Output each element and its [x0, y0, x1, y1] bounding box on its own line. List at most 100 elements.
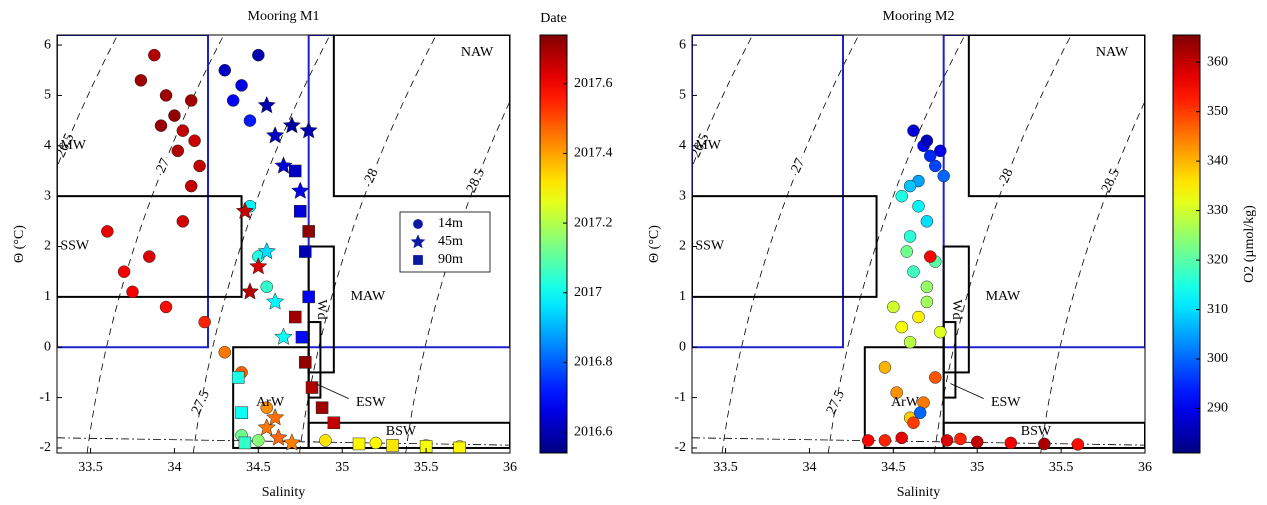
water-mass-box — [692, 195, 878, 298]
colorbar-tick-label: 2017.6 — [574, 76, 613, 91]
colorbar-tick-label: 350 — [1207, 104, 1228, 119]
point — [240, 282, 260, 300]
y-tick-label: 4 — [679, 138, 686, 153]
colorbar — [1172, 34, 1201, 454]
water-mass-label: Wd — [949, 299, 964, 319]
colorbar-tick-label: 330 — [1207, 203, 1228, 218]
x-tick-label: 34.5 — [881, 460, 906, 475]
point — [184, 179, 198, 193]
point — [126, 285, 139, 299]
point — [903, 179, 917, 193]
water-mass-label: SSW — [695, 239, 725, 254]
y-tick-label: 5 — [679, 88, 686, 103]
isopycnal — [934, 35, 1072, 453]
point — [260, 401, 273, 414]
x-tick-label: 36 — [503, 460, 517, 475]
x-tick-label: 35.5 — [414, 460, 439, 475]
colorbar-tick-label: 2016.6 — [574, 424, 613, 439]
point — [900, 245, 914, 258]
x-tick-label: 33.5 — [713, 460, 738, 475]
point — [302, 225, 315, 238]
water-mass-label: MAW — [986, 289, 1021, 304]
y-tick-label: 4 — [44, 138, 51, 153]
point — [923, 250, 937, 263]
isopycnal — [405, 100, 510, 453]
point — [291, 181, 310, 199]
isopycnal — [721, 35, 860, 453]
point — [912, 199, 925, 213]
point — [143, 250, 156, 263]
point — [193, 159, 206, 173]
point — [243, 114, 257, 127]
colorbar-tick-label: 300 — [1207, 351, 1228, 366]
point — [184, 94, 198, 107]
point — [386, 439, 399, 452]
isopycnal — [57, 35, 118, 169]
x-tick-label: 35 — [335, 460, 349, 475]
isopycnal-label-bg — [994, 168, 1021, 185]
chart-title: Mooring M2 — [883, 9, 955, 24]
y-tick-label: 5 — [44, 88, 51, 103]
point — [453, 441, 466, 453]
point — [327, 416, 341, 430]
point — [923, 149, 937, 163]
point — [265, 292, 285, 310]
point — [903, 335, 917, 349]
colorbar-tick-label: 2017.4 — [574, 146, 613, 161]
y-tick-label: 1 — [679, 289, 686, 304]
point — [218, 64, 232, 77]
colorbar-tick-label: 340 — [1207, 153, 1228, 168]
freezing-line — [692, 437, 1145, 446]
point — [907, 416, 920, 430]
isopycnal-label: 28 — [997, 166, 1017, 185]
isopycnal-label-bg — [359, 168, 386, 185]
point — [188, 134, 201, 148]
point — [299, 245, 312, 258]
legend-label: 14m — [438, 216, 463, 231]
y-tick-label: 2 — [44, 239, 51, 254]
y-tick-label: -1 — [39, 390, 51, 405]
water-mass-box — [57, 35, 209, 349]
point — [148, 48, 161, 62]
isopycnal — [827, 35, 966, 453]
isopycnal — [299, 35, 437, 453]
isopycnal-label-bg — [785, 157, 812, 174]
point — [1038, 437, 1051, 451]
point — [934, 144, 947, 158]
x-tick-label: 33.5 — [78, 460, 103, 475]
point — [929, 159, 942, 173]
point — [282, 116, 302, 134]
water-mass-label: SSW — [60, 239, 90, 254]
colorbar-tick-label: 2017.2 — [574, 215, 613, 230]
point — [1071, 438, 1085, 451]
colorbar-tick-label: 310 — [1207, 302, 1228, 317]
isopycnal-label-bg — [692, 137, 714, 154]
chart-title: Mooring M1 — [248, 9, 320, 24]
water-mass-label: NAW — [1096, 45, 1129, 60]
leader-line — [950, 383, 984, 400]
water-mass-box — [232, 346, 310, 449]
point — [235, 201, 255, 220]
legend-label: 90m — [438, 252, 463, 267]
isopycnal-label-bg — [463, 173, 490, 190]
x-tick-label: 35 — [970, 460, 984, 475]
point — [260, 280, 273, 294]
point — [913, 406, 927, 419]
y-axis-label: Θ (°C) — [647, 225, 662, 263]
point — [176, 215, 190, 228]
colorbar-tick-label: 360 — [1207, 54, 1228, 69]
point — [319, 434, 332, 447]
point — [954, 432, 967, 446]
point — [907, 265, 920, 278]
point — [895, 320, 908, 334]
point — [302, 290, 315, 304]
point — [265, 126, 285, 144]
point — [1004, 436, 1018, 450]
colorbar-tick-label: 290 — [1207, 401, 1228, 416]
point — [305, 381, 319, 394]
point — [159, 300, 173, 314]
point — [295, 330, 309, 344]
point — [929, 371, 942, 384]
y-tick-label: -2 — [674, 440, 686, 455]
